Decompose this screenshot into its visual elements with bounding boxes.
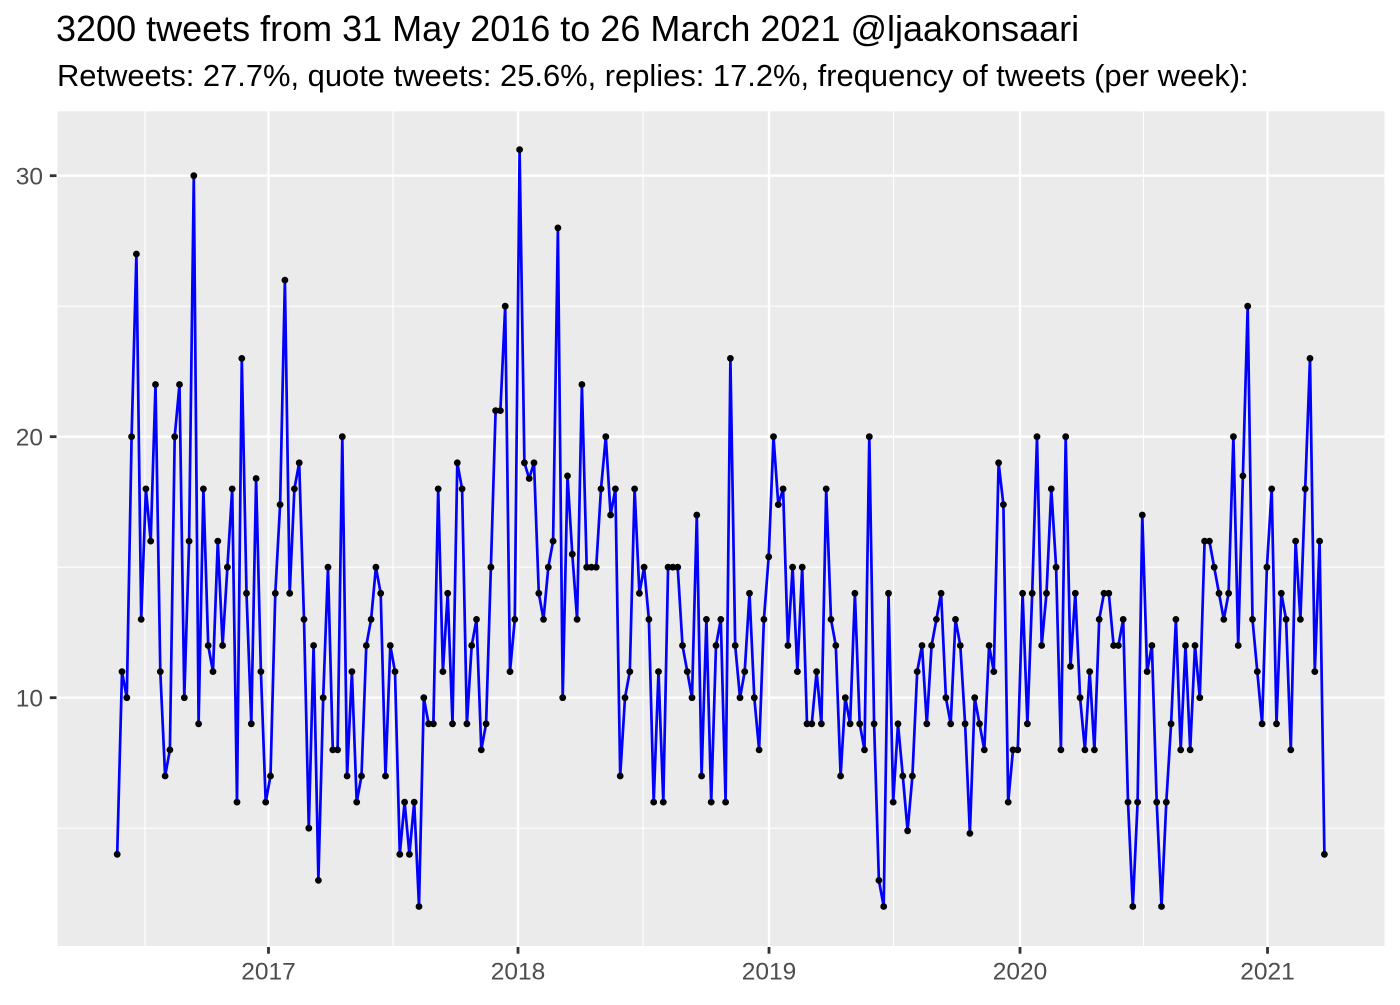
svg-text:2021: 2021	[1240, 959, 1295, 986]
svg-text:2017: 2017	[241, 959, 296, 986]
svg-text:3200 tweets from 31 May 2016 t: 3200 tweets from 31 May 2016 to 26 March…	[56, 8, 1079, 49]
svg-text:2020: 2020	[993, 959, 1048, 986]
svg-text:2018: 2018	[491, 959, 546, 986]
svg-text:2019: 2019	[742, 959, 797, 986]
svg-text:Retweets: 27.7%, quote tweets:: Retweets: 27.7%, quote tweets: 25.6%, re…	[57, 58, 1249, 93]
svg-text:10: 10	[16, 685, 43, 712]
svg-text:20: 20	[16, 424, 43, 451]
svg-text:30: 30	[16, 163, 43, 190]
